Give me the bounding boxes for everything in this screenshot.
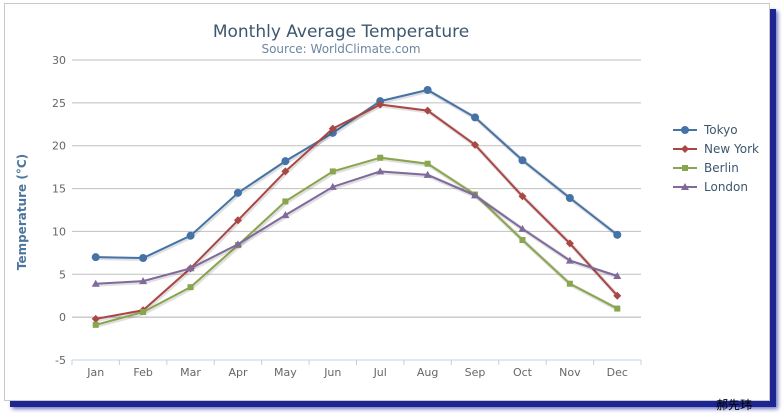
data-point xyxy=(614,305,621,312)
legend-marker xyxy=(681,126,689,134)
legend-label: Tokyo xyxy=(703,123,738,137)
y-tick-label: 10 xyxy=(52,225,66,238)
data-point xyxy=(139,277,148,285)
x-tick-label: Apr xyxy=(228,366,248,379)
series-line xyxy=(95,170,618,285)
data-point xyxy=(565,256,574,264)
legend-label: Berlin xyxy=(704,161,739,175)
data-point xyxy=(613,230,622,239)
data-point xyxy=(471,140,480,149)
data-point xyxy=(565,194,574,202)
x-tick-label: Feb xyxy=(133,366,152,379)
line-chart: Monthly Average Temperature Source: Worl… xyxy=(15,22,759,379)
data-point xyxy=(518,156,527,165)
legend-item-berlin[interactable]: Berlin xyxy=(673,161,739,175)
x-tick-label: Jun xyxy=(323,366,341,379)
data-point xyxy=(282,198,289,205)
legend-item-tokyo[interactable]: Tokyo xyxy=(673,123,738,137)
series-new-york xyxy=(91,100,622,323)
data-point xyxy=(139,254,148,262)
data-point xyxy=(233,240,242,248)
x-tick-label: Mar xyxy=(180,366,201,379)
series-line xyxy=(95,156,618,326)
data-point xyxy=(376,167,385,175)
chart-frame: Monthly Average Temperature Source: Worl… xyxy=(4,3,770,401)
data-point xyxy=(187,284,194,291)
data-point xyxy=(423,86,432,94)
legend-label: New York xyxy=(704,142,759,156)
data-point xyxy=(186,231,195,240)
data-point xyxy=(91,314,100,323)
data-point xyxy=(518,224,527,232)
data-point xyxy=(328,124,337,133)
data-point xyxy=(613,272,622,279)
data-point xyxy=(140,309,147,315)
data-point xyxy=(281,157,290,166)
y-tick-label: 5 xyxy=(59,268,66,281)
x-tick-label: Oct xyxy=(513,366,533,379)
y-axis-title: Temperature (°C) xyxy=(15,154,29,270)
data-point xyxy=(91,279,100,287)
series-london xyxy=(91,167,622,287)
data-point xyxy=(423,170,432,178)
data-point xyxy=(566,280,573,287)
legend-marker xyxy=(681,145,689,153)
data-point xyxy=(565,239,574,248)
y-tick-label: -5 xyxy=(55,354,66,367)
x-tick-label: Nov xyxy=(559,366,581,379)
legend-item-new-york[interactable]: New York xyxy=(673,142,759,156)
series-tokyo xyxy=(91,86,622,262)
legend-marker xyxy=(681,183,689,190)
data-point xyxy=(377,154,384,161)
data-point xyxy=(423,106,432,115)
x-tick-label: Jul xyxy=(373,366,387,379)
data-point xyxy=(519,237,526,243)
data-point xyxy=(328,182,337,190)
x-tick-label: Sep xyxy=(465,366,486,379)
y-tick-label: 30 xyxy=(52,54,66,67)
legend-item-london[interactable]: London xyxy=(673,180,748,194)
data-point xyxy=(233,216,242,225)
legend-marker xyxy=(682,165,688,171)
x-tick-label: Dec xyxy=(607,366,628,379)
x-tick-label: May xyxy=(274,366,297,379)
data-point xyxy=(91,253,100,262)
series-line-shadow xyxy=(96,170,619,287)
legend[interactable]: Tokyo New York Berlin London xyxy=(673,123,759,194)
grid xyxy=(72,59,641,361)
data-point xyxy=(518,192,527,201)
data-point xyxy=(281,167,290,176)
legend-label: London xyxy=(704,180,748,194)
y-tick-label: 25 xyxy=(52,97,66,110)
data-point xyxy=(613,291,622,300)
watermark: 郝先玮 xyxy=(716,398,753,412)
data-point xyxy=(92,321,99,328)
series-line xyxy=(95,103,619,320)
series-line xyxy=(95,88,618,260)
data-point xyxy=(233,188,242,197)
y-axis: -5 0 5 10 15 20 25 30 xyxy=(52,54,66,367)
data-point xyxy=(471,113,480,122)
x-axis: Jan Feb Mar Apr May Jun Jul Aug Sep Oct Nov Dec xyxy=(71,359,642,379)
series-berlin xyxy=(92,154,621,328)
x-tick-label: Aug xyxy=(417,366,438,379)
data-point xyxy=(186,264,195,272)
data-point xyxy=(424,160,431,167)
data-point xyxy=(329,168,336,175)
y-tick-label: 0 xyxy=(59,311,66,324)
y-tick-label: 15 xyxy=(52,183,66,196)
data-point xyxy=(376,100,385,109)
data-point xyxy=(471,191,480,199)
y-tick-label: 20 xyxy=(52,140,66,153)
chart-title: Monthly Average Temperature xyxy=(213,22,469,42)
data-point xyxy=(281,211,290,219)
x-tick-label: Jan xyxy=(86,366,104,379)
series-group xyxy=(91,86,622,328)
chart-subtitle: Source: WorldClimate.com xyxy=(261,42,420,56)
